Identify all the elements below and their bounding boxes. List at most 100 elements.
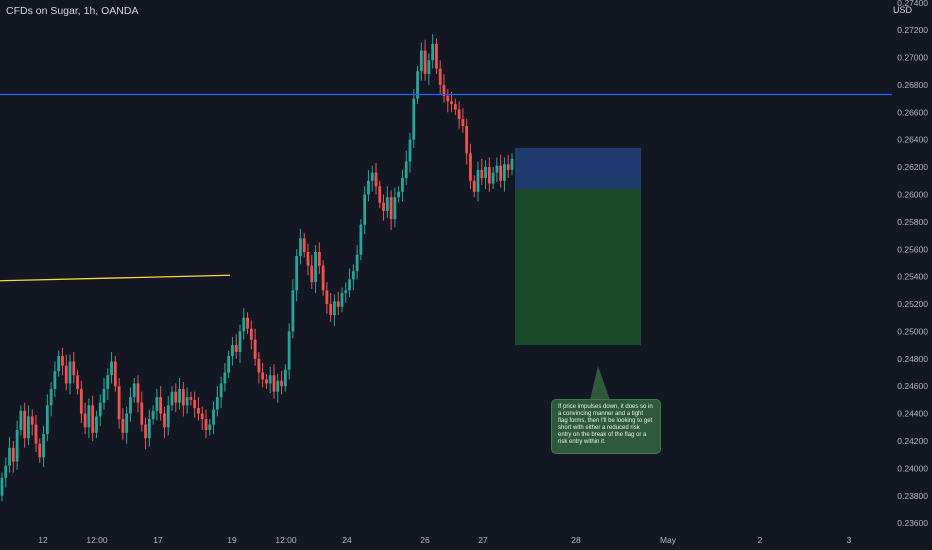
candle-body [242,317,246,332]
candle-body [408,139,412,162]
position-tool[interactable] [515,147,641,346]
price-tick-label: 0.27200 [897,25,928,35]
candle [64,354,68,391]
candle-body [159,397,163,414]
price-tick-label: 0.25600 [897,244,928,254]
candle-body [27,416,30,439]
candle [401,169,404,202]
price-tick-label: 0.26600 [897,107,928,117]
candle [155,388,159,421]
candle [147,409,151,447]
candle-body [310,265,314,283]
candle-body [329,304,333,315]
price-tick-label: 0.25800 [897,217,928,227]
candle-body [72,361,76,376]
candle-body [45,405,49,435]
candle-body [348,279,351,291]
candle-body [208,424,212,431]
candle-body [110,361,113,376]
candle-body [238,331,242,352]
candle [393,187,397,228]
candle [476,161,480,202]
candle-body [450,101,453,105]
candle [355,245,359,280]
candle-body [321,265,325,291]
candle-body [382,202,385,211]
stop-loss-zone[interactable] [515,147,641,189]
candle-body [200,413,204,420]
candle-body [268,375,272,384]
candle [132,377,136,403]
candle [0,472,4,502]
candle-body [87,405,91,428]
candle-body [317,251,321,266]
candle [95,410,98,439]
drawing-lines[interactable] [0,93,892,282]
time-axis[interactable]: 12 12:00 17 19 12:00 24 26 27 28 May 2 3 [38,535,851,545]
candle [382,194,385,221]
candle-body [306,251,310,266]
candle-body [295,256,299,291]
candle [435,38,438,74]
candle-body [185,397,189,406]
candle [113,356,117,392]
candle [287,323,291,380]
candle-body [299,238,302,257]
candle [333,294,336,326]
candle-body [491,172,495,184]
candle [408,132,412,173]
candle-body [246,317,249,329]
candle [495,157,499,183]
candle-body [506,164,510,170]
candle [438,60,442,95]
candle-body [370,172,374,181]
candle [53,361,57,398]
candle [30,409,34,436]
candle-body [144,424,147,439]
profit-target-zone[interactable] [515,188,641,346]
candle [506,154,510,179]
price-tick-label: 0.24600 [897,381,928,391]
trend-line[interactable] [0,274,231,282]
candle [385,186,389,218]
candle-body [79,388,83,414]
candle-body [8,447,11,466]
candle-body [355,254,359,272]
candle-body [189,397,193,400]
candle-body [427,60,431,74]
candle-body [453,104,457,110]
candle-body [419,50,423,72]
candle [472,175,476,198]
candle [4,457,8,488]
candle [136,375,140,413]
candle [427,53,431,85]
candle [212,401,215,435]
note-callout[interactable]: If price impulses down, it does so in a … [551,399,661,454]
candle-body [197,408,200,414]
price-axis[interactable]: 0.27400 0.27200 0.27000 0.26800 0.26600 0.264… [897,0,928,528]
candle [215,386,219,417]
candle-body [234,345,238,352]
candle [397,186,401,203]
candle-body [15,430,19,462]
candle [181,382,185,417]
candle [370,165,374,192]
candle [238,324,242,363]
candle-body [499,165,503,181]
candle [219,376,223,409]
candle-body [340,293,344,307]
price-tick-label: 0.24400 [897,409,928,419]
time-tick-label: 2 [758,535,763,545]
candle-body [166,405,170,428]
candle [265,373,268,389]
callout-pointer-shape [590,366,610,400]
candle-body [487,167,491,184]
candle-body [495,165,499,173]
candle [45,394,49,441]
candle [419,42,423,81]
candle-body [147,419,151,439]
candle [461,108,465,133]
candle-body [457,109,461,120]
